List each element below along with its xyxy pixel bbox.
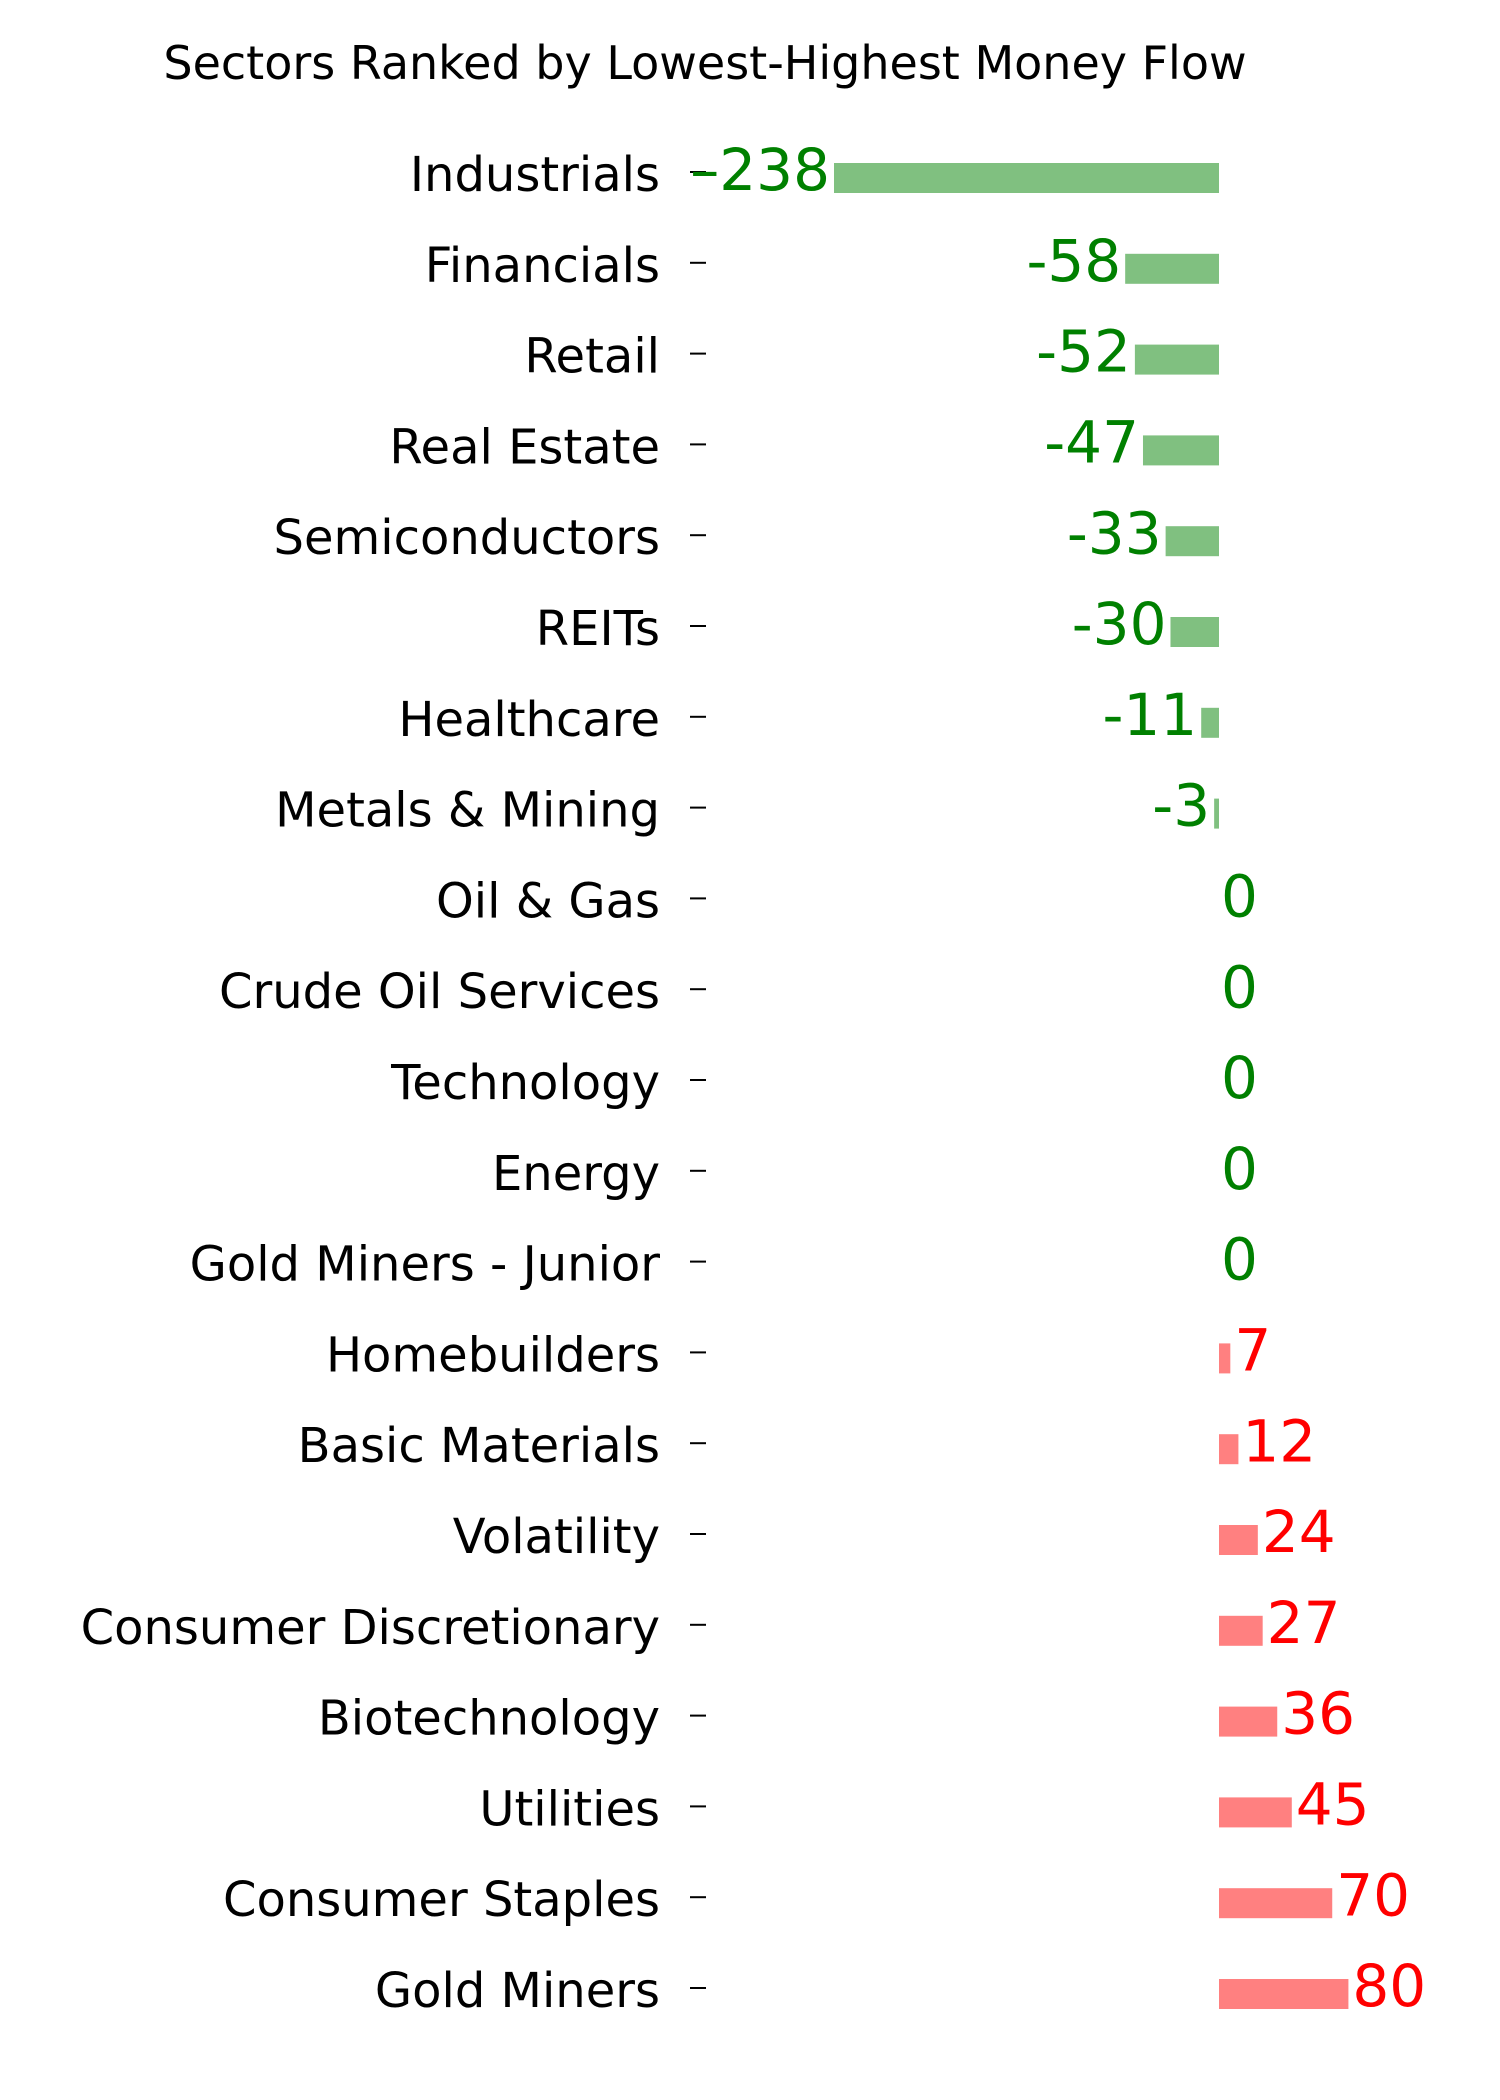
bar-biotechnology (1219, 1706, 1278, 1737)
category-label-volatility: Volatility (453, 1509, 660, 1565)
category-label-biotechnology: Biotechnology (318, 1691, 660, 1747)
value-label-consumer-discretionary: 27 (1267, 1589, 1341, 1657)
category-label-homebuilders: Homebuilders (326, 1327, 660, 1383)
category-label-industrials: Industrials (410, 147, 660, 203)
category-label-energy: Energy (492, 1146, 660, 1202)
value-label-industrials: –238 (690, 136, 830, 204)
category-label-utilities: Utilities (479, 1781, 660, 1837)
category-label-basic-materials: Basic Materials (298, 1418, 660, 1474)
category-ticks (690, 171, 706, 1989)
value-label-financials: -58 (1026, 227, 1121, 295)
bar-consumer-discretionary (1219, 1615, 1263, 1646)
value-label-basic-materials: 12 (1242, 1407, 1316, 1475)
bar-real-estate (1142, 435, 1219, 466)
category-label-reits: REITs (536, 601, 660, 657)
bars (834, 163, 1349, 2009)
category-label-crude-oil-services: Crude Oil Services (219, 964, 660, 1020)
value-label-metals-and-mining: -3 (1152, 772, 1210, 840)
category-label-oil-and-gas: Oil & Gas (436, 873, 660, 929)
bar-consumer-staples (1219, 1888, 1333, 1919)
bar-retail (1134, 344, 1219, 375)
value-label-gold-miners-junior: 0 (1221, 1226, 1258, 1294)
category-label-semiconductors: Semiconductors (274, 510, 660, 566)
bar-homebuilders (1219, 1343, 1231, 1374)
bar-semiconductors (1165, 526, 1219, 557)
value-label-technology: 0 (1221, 1044, 1258, 1112)
bar-volatility (1219, 1525, 1258, 1555)
category-label-financials: Financials (425, 238, 660, 294)
value-label-crude-oil-services: 0 (1221, 953, 1258, 1021)
bar-basic-materials (1219, 1434, 1239, 1465)
value-label-energy: 0 (1221, 1135, 1258, 1203)
value-label-healthcare: -11 (1102, 681, 1197, 749)
value-label-real-estate: -47 (1044, 409, 1139, 477)
value-label-biotechnology: 36 (1281, 1680, 1355, 1748)
bar-financials (1125, 253, 1219, 284)
value-label-oil-and-gas: 0 (1221, 863, 1258, 931)
value-label-consumer-staples: 70 (1336, 1861, 1410, 1929)
category-label-gold-miners-junior: Gold Miners - Junior (190, 1237, 661, 1293)
category-label-consumer-discretionary: Consumer Discretionary (81, 1600, 660, 1656)
category-label-metals-and-mining: Metals & Mining (275, 783, 660, 839)
bar-healthcare (1201, 707, 1219, 738)
category-labels: Industrials Financials Retail Real Estate Se… (81, 147, 661, 2019)
value-label-homebuilders: 7 (1234, 1317, 1271, 1385)
value-labels: –238-58-52-47-33-30-11-30000071224273645… (690, 136, 1426, 2020)
category-label-healthcare: Healthcare (398, 692, 660, 748)
category-label-retail: Retail (524, 329, 660, 385)
value-label-retail: -52 (1036, 318, 1131, 386)
category-label-consumer-staples: Consumer Staples (223, 1872, 660, 1928)
bar-metals-and-mining (1214, 798, 1219, 829)
value-label-volatility: 24 (1262, 1498, 1336, 1566)
bar-utilities (1219, 1797, 1292, 1828)
chart-title: Sectors Ranked by Lowest-Highest Money F… (163, 36, 1247, 90)
value-label-gold-miners: 80 (1352, 1952, 1426, 2020)
value-label-utilities: 45 (1296, 1771, 1370, 1839)
bar-gold-miners (1219, 1979, 1349, 2009)
value-label-semiconductors: -33 (1067, 499, 1162, 567)
category-label-real-estate: Real Estate (389, 419, 660, 475)
bar-reits (1170, 617, 1219, 647)
value-label-reits: -30 (1072, 590, 1167, 658)
category-label-gold-miners: Gold Miners (375, 1963, 660, 2019)
category-label-technology: Technology (390, 1055, 660, 1111)
bar-industrials (834, 163, 1219, 193)
